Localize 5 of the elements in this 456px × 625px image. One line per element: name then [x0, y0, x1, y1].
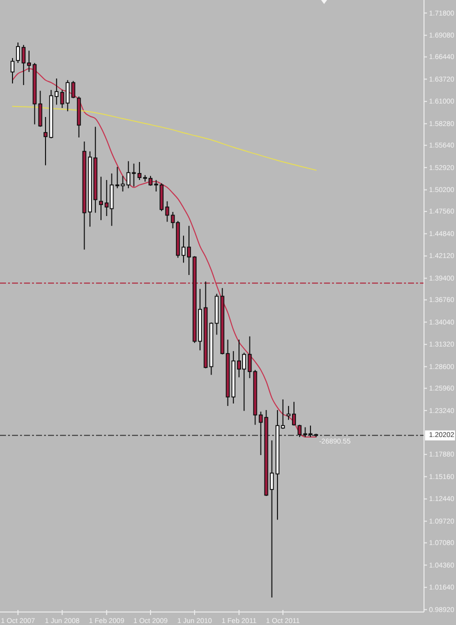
line-series — [12, 106, 317, 171]
candlestick — [38, 90, 42, 128]
line-series — [12, 68, 317, 438]
candlestick — [71, 80, 76, 99]
candlestick — [10, 58, 14, 84]
